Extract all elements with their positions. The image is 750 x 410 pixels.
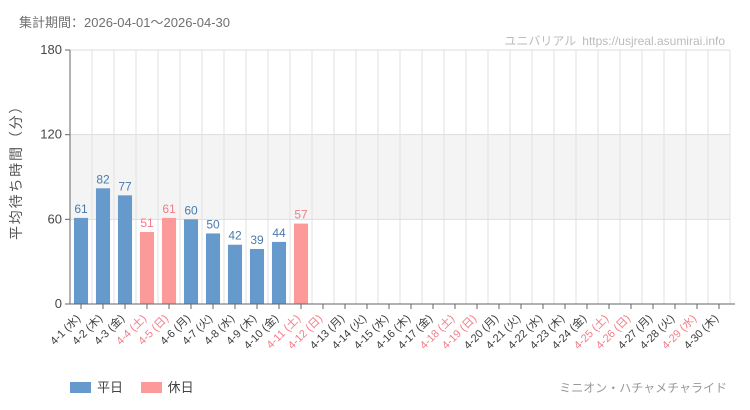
svg-text:60: 60 — [184, 203, 198, 217]
svg-text:120: 120 — [40, 127, 62, 142]
svg-text:61: 61 — [74, 202, 88, 216]
svg-text:39: 39 — [250, 233, 264, 247]
svg-text:180: 180 — [40, 42, 62, 57]
svg-text:61: 61 — [162, 202, 176, 216]
svg-text:57: 57 — [294, 208, 308, 222]
svg-text:51: 51 — [140, 216, 154, 230]
svg-text:60: 60 — [48, 211, 62, 226]
svg-text:50: 50 — [206, 217, 220, 231]
svg-text:44: 44 — [272, 226, 286, 240]
svg-text:0: 0 — [55, 296, 62, 311]
svg-text:42: 42 — [228, 229, 242, 243]
svg-text:77: 77 — [118, 179, 132, 193]
svg-text:82: 82 — [96, 172, 110, 186]
